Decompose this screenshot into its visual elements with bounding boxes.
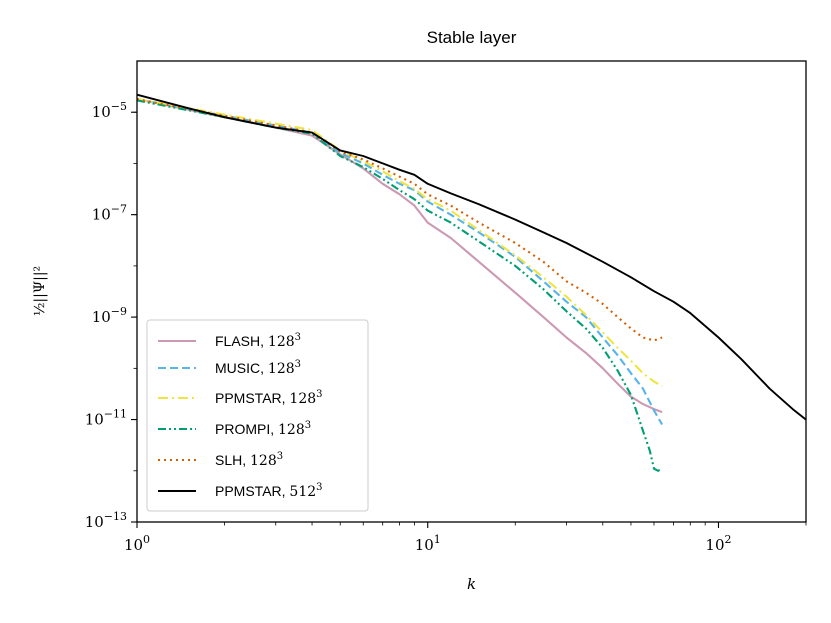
plot-series [136, 93, 807, 472]
legend-series-resolution: 128 [268, 361, 295, 377]
x-axis-label: k [467, 575, 476, 593]
series-line-ppmstar-128 [136, 98, 663, 388]
legend-series-name: SLH [215, 452, 242, 468]
x-tick-exponent: 0 [143, 533, 150, 546]
legend-series-name: PROMPI [215, 421, 270, 437]
y-tick-label: 10−7 [92, 203, 127, 224]
y-tick-label: 10−13 [85, 510, 127, 531]
series-line-ppmstar-512 [136, 93, 807, 421]
legend-series-name: PPMSTAR [215, 390, 282, 406]
legend-label: PPMSTAR, 1283 [215, 389, 323, 407]
chart-title: Stable layer [427, 28, 517, 47]
legend-series-exponent: 3 [316, 389, 322, 400]
legend-label: PROMPI, 1283 [215, 420, 311, 438]
y-tick-label: 10−9 [92, 305, 127, 326]
legend-series-resolution: 128 [250, 453, 277, 469]
y-tick-label: 10−11 [85, 408, 127, 429]
y-tick-exponent: −11 [104, 408, 127, 421]
legend-series-exponent: 3 [295, 359, 301, 370]
x-tick-label: 100 [124, 533, 150, 554]
legend-series-exponent: 3 [277, 451, 283, 462]
legend-label: SLH, 1283 [215, 451, 283, 469]
plot-frame [136, 60, 807, 523]
y-tick-label: 10−5 [92, 100, 127, 121]
legend-series-exponent: 3 [305, 420, 311, 431]
y-tick-exponent: −7 [111, 203, 127, 216]
legend-series-name: MUSIC [215, 360, 260, 376]
y-tick-exponent: −9 [111, 305, 127, 318]
legend-label: MUSIC, 1283 [215, 359, 301, 377]
legend-frame [146, 319, 369, 512]
legend-series-resolution: 128 [268, 334, 295, 350]
legend-label: FLASH, 1283 [215, 332, 301, 350]
x-tick-label: 101 [415, 533, 441, 554]
legend-series-name: FLASH [215, 333, 260, 349]
x-tick-exponent: 2 [725, 533, 732, 546]
legend-series-exponent: 3 [316, 482, 322, 493]
x-tick-label: 102 [705, 533, 731, 554]
series-line-slh-128 [136, 98, 663, 342]
x-tick-exponent: 1 [434, 533, 441, 546]
y-tick-exponent: −5 [111, 100, 127, 113]
legend-series-resolution: 512 [289, 484, 316, 500]
legend-series-name: PPMSTAR [215, 483, 282, 499]
legend-series-exponent: 3 [295, 332, 301, 343]
y-axis-label: ½||Ψ||² [32, 266, 48, 316]
y-tick-exponent: −13 [104, 510, 127, 523]
series-line-prompi-128 [136, 99, 663, 472]
legend-label: PPMSTAR, 5123 [215, 482, 323, 500]
series-line-music-128 [136, 98, 664, 426]
legend-series-resolution: 128 [289, 391, 316, 407]
legend: FLASH, 1283 MUSIC, 1283 PPMSTAR, 1283 PROMP… [146, 319, 369, 512]
legend-series-resolution: 128 [278, 422, 305, 438]
